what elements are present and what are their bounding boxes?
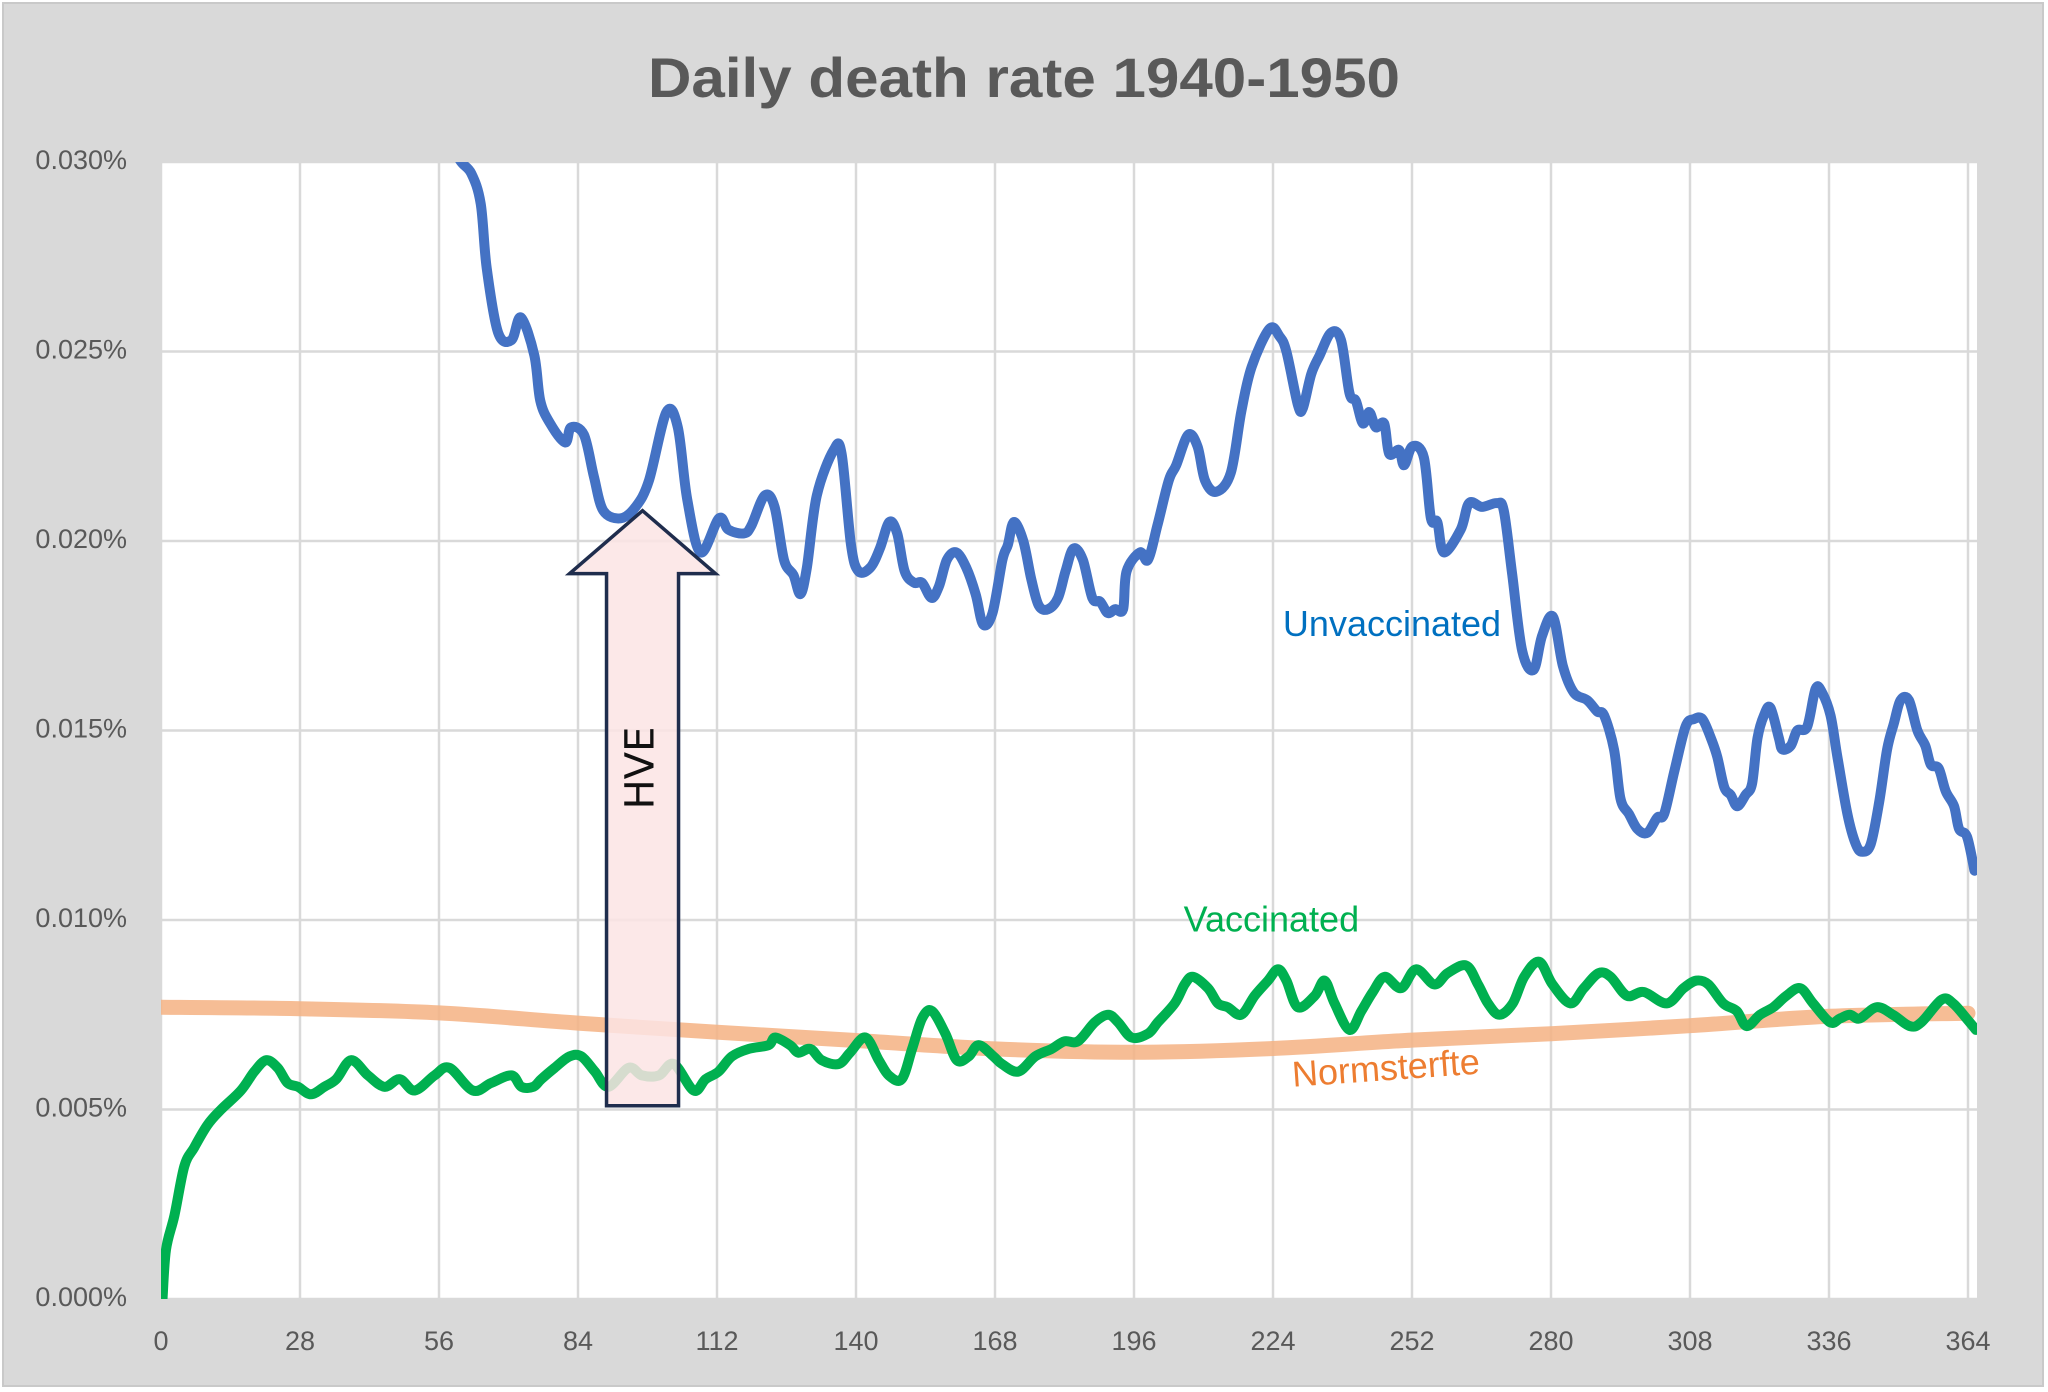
y-axis-tick-labels: 0.000% 0.005% 0.010% 0.015% 0.020% 0.025% 0.03… <box>35 145 127 1312</box>
vaccinated-label: Vaccinated <box>1184 898 1359 939</box>
x-tick-label: 56 <box>424 1326 454 1356</box>
y-tick-label: 0.005% <box>35 1093 127 1123</box>
y-tick-label: 0.020% <box>35 524 127 554</box>
x-axis-tick-labels: 0 28 56 84 112 140 168 196 224 252 280 308 336 364 <box>153 1326 1990 1356</box>
series-line-normsterfte <box>161 999 1976 1060</box>
series-line-unvaccinated <box>455 162 1977 876</box>
x-tick-label: 196 <box>1111 1326 1156 1356</box>
x-tick-label: 308 <box>1667 1326 1712 1356</box>
x-tick-label: 28 <box>285 1326 315 1356</box>
y-tick-label: 0.000% <box>35 1282 127 1312</box>
x-tick-label: 112 <box>695 1326 738 1356</box>
x-tick-label: 0 <box>153 1326 168 1356</box>
y-tick-label: 0.015% <box>35 714 127 744</box>
unvaccinated-label: Unvaccinated <box>1283 603 1501 644</box>
y-tick-label: 0.010% <box>35 903 127 933</box>
hve-arrow: HVE <box>564 508 721 1108</box>
x-tick-label: 364 <box>1945 1326 1990 1356</box>
chart-title: Daily death rate 1940-1950 <box>648 46 1400 109</box>
x-tick-label: 84 <box>563 1326 593 1356</box>
x-tick-label: 140 <box>833 1326 878 1356</box>
y-tick-label: 0.025% <box>35 335 127 365</box>
x-tick-label: 168 <box>972 1326 1017 1356</box>
series-lines <box>161 162 1977 1299</box>
gridlines <box>159 160 1977 1301</box>
x-tick-label: 252 <box>1389 1326 1434 1356</box>
hve-arrow-shape <box>564 508 721 1108</box>
y-tick-label: 0.030% <box>35 145 127 175</box>
x-tick-label: 224 <box>1250 1326 1295 1356</box>
series-line-vaccinated <box>161 956 1977 1299</box>
x-tick-label: 280 <box>1528 1326 1573 1356</box>
x-tick-label: 336 <box>1806 1326 1851 1356</box>
hve-label: HVE <box>618 727 664 810</box>
